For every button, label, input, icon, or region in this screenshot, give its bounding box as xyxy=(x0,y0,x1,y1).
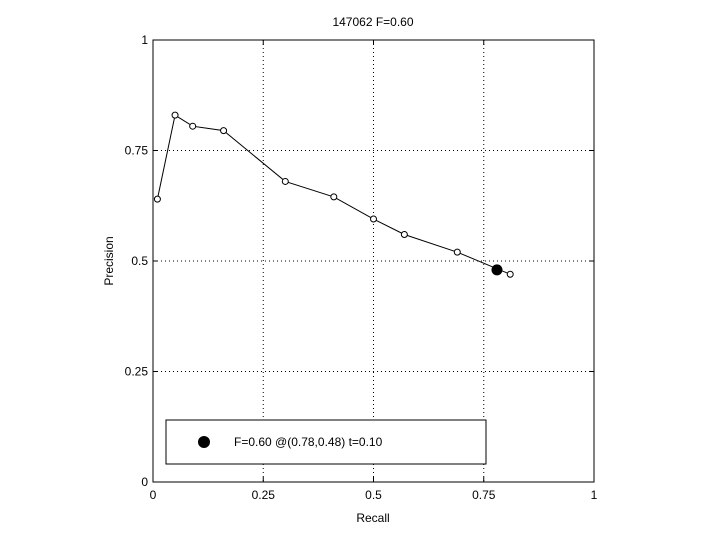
x-axis-label: Recall xyxy=(356,511,389,525)
legend-text: F=0.60 @(0.78,0.48) t=0.10 xyxy=(234,435,383,449)
pr-series xyxy=(153,111,514,278)
data-point xyxy=(189,122,197,130)
legend-box xyxy=(165,419,487,465)
legend-marker xyxy=(198,436,210,448)
data-point xyxy=(453,248,461,256)
legend: F=0.60 @(0.78,0.48) t=0.10 xyxy=(165,419,487,465)
x-tick-label: 0 xyxy=(150,488,157,502)
y-axis-label: Precision xyxy=(102,236,116,285)
data-point xyxy=(153,195,161,203)
y-tick-label: 0.5 xyxy=(131,254,148,268)
x-tick-label: 0.25 xyxy=(252,488,276,502)
data-point xyxy=(171,111,179,119)
data-point xyxy=(220,127,228,135)
x-tick-label: 0.5 xyxy=(365,488,382,502)
data-point xyxy=(506,270,514,278)
y-tick-label: 0.75 xyxy=(125,144,149,158)
x-tick-label: 1 xyxy=(591,488,598,502)
data-point xyxy=(400,230,408,238)
axis-ticks: 0 0.25 0.5 0.75 1 0 0.25 0.5 0.75 1 xyxy=(125,33,598,502)
x-tick-label: 0.75 xyxy=(472,488,496,502)
data-point xyxy=(370,215,377,223)
series-line xyxy=(156,114,511,275)
best-f-point xyxy=(491,264,503,276)
y-tick-label: 1 xyxy=(141,33,148,47)
y-tick-label: 0 xyxy=(141,475,148,489)
y-tick-label: 0.25 xyxy=(125,365,149,379)
data-point xyxy=(330,193,338,201)
chart-title: 147062 F=0.60 xyxy=(332,15,413,29)
data-point xyxy=(281,177,289,185)
grid-lines xyxy=(153,40,594,482)
